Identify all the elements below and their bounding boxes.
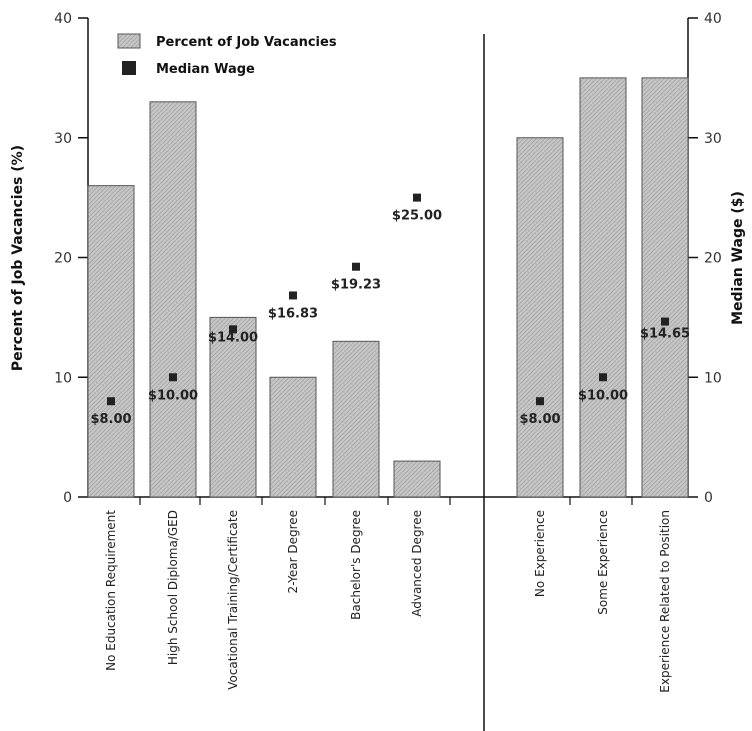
category-label-2: Vocational Training/Certificate bbox=[226, 510, 240, 690]
category-label-0: No Education Requirement bbox=[104, 510, 118, 671]
wage-marker-6 bbox=[536, 397, 544, 406]
wage-marker-8 bbox=[661, 317, 669, 326]
bar-vacancy-0 bbox=[87, 185, 135, 498]
bar-vacancy-4 bbox=[332, 340, 380, 498]
left-y-tick-label: 30 bbox=[54, 131, 72, 147]
wage-label-6: $8.00 bbox=[519, 412, 560, 427]
left-y-tick-label: 40 bbox=[54, 11, 72, 27]
wage-label-3: $16.83 bbox=[268, 306, 318, 321]
wage-label-4: $19.23 bbox=[331, 278, 381, 293]
bar-vacancy-5 bbox=[393, 460, 441, 498]
bar-vacancy-6 bbox=[516, 137, 564, 498]
wage-label-0: $8.00 bbox=[90, 412, 131, 427]
category-label-8: Experience Related to Position bbox=[658, 510, 672, 693]
legend-swatch-vacancies bbox=[117, 33, 141, 49]
wage-marker-3 bbox=[289, 291, 297, 300]
bar-vacancy-8 bbox=[641, 77, 689, 498]
category-label-6: No Experience bbox=[533, 510, 547, 597]
wage-marker-2 bbox=[229, 325, 237, 334]
category-label-7: Some Experience bbox=[596, 510, 610, 615]
right-y-tick-label: 40 bbox=[704, 11, 722, 27]
bar-vacancy-2 bbox=[209, 316, 257, 498]
wage-marker-7 bbox=[599, 373, 607, 382]
right-y-tick-label: 0 bbox=[704, 490, 713, 506]
wage-label-7: $10.00 bbox=[578, 388, 628, 403]
wage-label-1: $10.00 bbox=[148, 388, 198, 403]
category-label-3: 2-Year Degree bbox=[286, 510, 300, 593]
bar-vacancy-1 bbox=[149, 101, 197, 498]
left-y-tick-label: 20 bbox=[54, 251, 72, 267]
right-y-tick-label: 30 bbox=[704, 131, 722, 147]
left-axis-title: Percent of Job Vacancies (%) bbox=[10, 145, 26, 371]
wage-label-5: $25.00 bbox=[392, 209, 442, 224]
legend-label-vacancies: Percent of Job Vacancies bbox=[156, 35, 337, 50]
legend-label-wage: Median Wage bbox=[156, 62, 255, 77]
category-label-4: Bachelor's Degree bbox=[349, 510, 363, 620]
right-axis-title: Median Wage ($) bbox=[730, 191, 746, 325]
wage-marker-5 bbox=[413, 193, 421, 202]
left-y-tick-label: 0 bbox=[63, 490, 72, 506]
wage-marker-0 bbox=[107, 397, 115, 406]
wage-marker-1 bbox=[169, 373, 177, 382]
bar-vacancy-7 bbox=[579, 77, 627, 498]
wage-label-2: $14.00 bbox=[208, 330, 258, 345]
bar-vacancy-3 bbox=[269, 376, 317, 498]
right-y-tick-label: 20 bbox=[704, 251, 722, 267]
right-y-tick-label: 10 bbox=[704, 370, 722, 386]
legend-swatch-wage bbox=[122, 61, 136, 75]
left-y-tick-label: 10 bbox=[54, 370, 72, 386]
category-label-1: High School Diploma/GED bbox=[166, 510, 180, 665]
wage-marker-4 bbox=[352, 262, 360, 271]
wage-label-8: $14.65 bbox=[640, 327, 690, 342]
category-label-5: Advanced Degree bbox=[410, 510, 424, 617]
